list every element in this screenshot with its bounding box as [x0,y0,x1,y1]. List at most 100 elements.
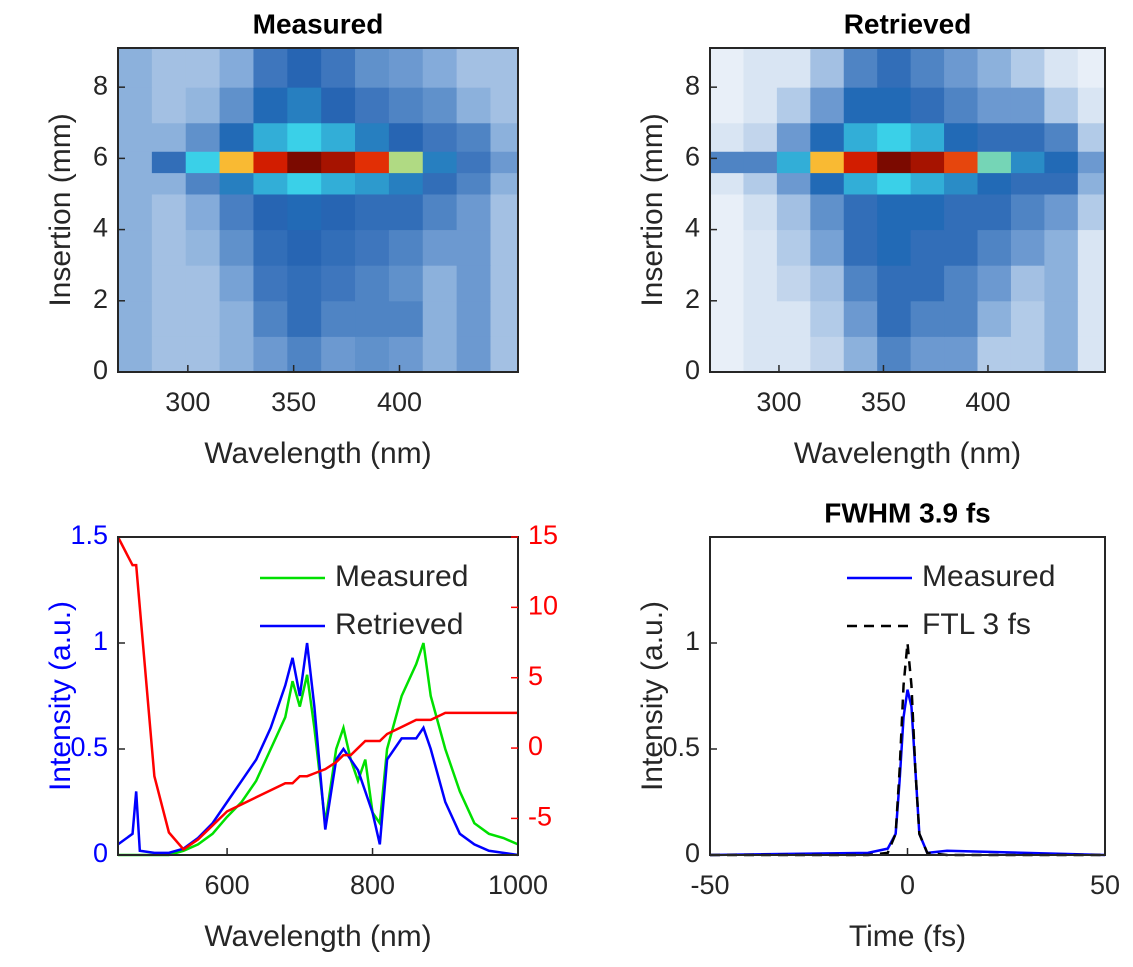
x-tick-label: -50 [690,870,729,900]
heatmap-cell [710,151,744,174]
heatmap-cell [944,87,979,124]
heatmap-cell [977,229,1012,266]
y-tick-label: 2 [93,284,108,314]
heatmap-cell [944,122,979,152]
heatmap-cell [422,48,458,88]
heatmap-cell [355,193,390,231]
heatmap-cell [219,300,254,337]
heatmap-cell [422,151,458,174]
heatmap-cell [1044,122,1079,152]
heatmap-cell [355,336,390,373]
heatmap-cell [944,336,979,373]
heatmap-cell [321,151,356,174]
heatmap-cell [1010,300,1045,337]
heatmap-cell [843,122,878,152]
heatmap-cell [1077,229,1106,266]
y2-tick-label: 0 [528,731,543,761]
heatmap-cell [185,229,221,266]
heatmap-cell [1077,48,1106,88]
heatmap-cell [219,336,254,373]
heatmap-cell [253,265,288,302]
heatmap-cell [843,172,878,195]
heatmap-cell [877,122,912,152]
heatmap-cell [287,87,322,124]
x-tick-label: 350 [861,387,906,417]
heatmap-cell [422,336,458,373]
y2-tick-label: 15 [528,520,558,550]
heatmap-cell [219,193,254,231]
heatmap-cell [219,48,254,88]
heatmap-cell [1077,193,1106,231]
y-tick-label: 6 [685,141,700,171]
y-axis-label: Insertion (mm) [44,113,77,306]
heatmap-cell [776,336,811,373]
heatmap-cell [253,336,288,373]
heatmap-cell [810,300,845,337]
heatmap-cell [185,87,221,124]
heatmap-cell [944,229,979,266]
heatmap-cell [490,122,519,152]
heatmap-cell [151,193,187,231]
heatmap-cell [287,48,322,88]
heatmap-cell [776,48,811,88]
heatmap-cell [877,193,912,231]
heatmap-cell [776,151,811,174]
heatmap-cell [287,336,322,373]
heatmap-cell [910,122,945,152]
heatmap-cell [287,265,322,302]
heatmap-cell [355,172,390,195]
heatmap-cell [977,48,1012,88]
heatmap-cell [388,48,424,88]
heatmap-cell [456,151,491,174]
heatmap-cell [710,122,744,152]
heatmap-cell [1010,87,1045,124]
heatmap-cell [877,300,912,337]
heatmap-cell [253,193,288,231]
heatmap-cell [776,87,811,124]
heatmap-cell [151,229,187,266]
heatmap-cell [185,193,221,231]
panel-title: Retrieved [844,8,972,39]
heatmap-cell [253,151,288,174]
heatmap-cell [910,87,945,124]
heatmap-cell [388,193,424,231]
axes-box [709,47,1106,373]
heatmap-cell [1044,336,1079,373]
heatmap-cell [219,172,254,195]
heatmap-cell [287,172,322,195]
x-tick-label: 400 [965,387,1010,417]
y-tick-label: 0 [93,355,108,385]
heatmap-cell [118,193,153,231]
heatmap-cell [253,122,288,152]
heatmap-cell [910,336,945,373]
heatmap-cell [321,336,356,373]
heatmap-cell [1010,172,1045,195]
heatmap-cell [355,300,390,337]
heatmap-cell [422,122,458,152]
heatmap-cell [219,151,254,174]
heatmap-cell [910,151,945,174]
heatmap-cell [1044,265,1079,302]
heatmap-cell [253,48,288,88]
heatmap-cell [944,48,979,88]
heatmap-cell [743,172,778,195]
panel-title: Measured [253,8,384,39]
heatmap-cell [776,193,811,231]
heatmap-cell [743,193,778,231]
heatmap-cell [490,193,519,231]
heatmap-cell [1044,151,1079,174]
heatmap-cell [185,122,221,152]
heatmap-cell [490,336,519,373]
heatmap-cell [490,87,519,124]
heatmap-cell [185,48,221,88]
heatmap-cell [843,265,878,302]
heatmap-cell [977,300,1012,337]
heatmap-cell [1044,87,1079,124]
heatmap-cell [118,172,153,195]
heatmap-cell [456,87,491,124]
heatmap-cell [1077,122,1106,152]
heatmap-cell [1044,48,1079,88]
heatmap-cell [1010,122,1045,152]
y-tick-label: 8 [685,70,700,100]
